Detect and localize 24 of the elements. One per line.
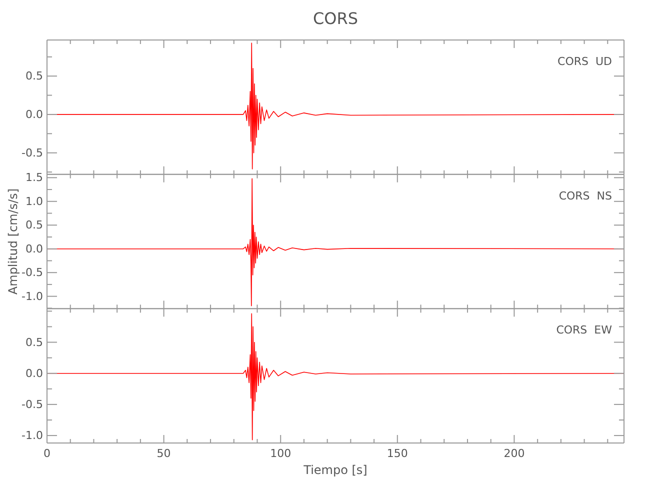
y-tick-label: 0.0 bbox=[26, 366, 43, 380]
y-tick-label: -1.0 bbox=[22, 290, 43, 303]
y-tick-label: -1.0 bbox=[22, 429, 43, 442]
y-tick-label: -0.5 bbox=[22, 266, 43, 280]
x-tick-label: 0 bbox=[44, 446, 50, 460]
y-tick-label: 0.0 bbox=[26, 242, 43, 256]
y-tick-label: -0.5 bbox=[22, 146, 43, 160]
annotation: CORS UD bbox=[558, 55, 612, 68]
x-axis-title: Tiempo [s] bbox=[302, 463, 368, 477]
x-tick-label: 150 bbox=[386, 446, 408, 460]
x-tick-label: 200 bbox=[504, 446, 525, 460]
annotation: CORS NS bbox=[558, 189, 612, 202]
y-tick-label: 0.5 bbox=[26, 218, 43, 232]
x-tick-label: 100 bbox=[270, 446, 292, 460]
y-tick-label: 0.0 bbox=[26, 108, 43, 121]
y-tick-label: 1.0 bbox=[26, 194, 43, 208]
x-tick-label: 50 bbox=[156, 446, 171, 460]
y-tick-label: 0.5 bbox=[26, 336, 43, 349]
y-tick-label: -0.5 bbox=[22, 398, 43, 411]
y-axis-title: Amplitud [cm/s/s] bbox=[6, 188, 20, 295]
chart-title: CORS bbox=[312, 9, 358, 28]
y-tick-label: 0.5 bbox=[26, 70, 43, 83]
annotation: CORS EW bbox=[556, 324, 612, 337]
y-tick-label: 1.5 bbox=[26, 171, 43, 184]
